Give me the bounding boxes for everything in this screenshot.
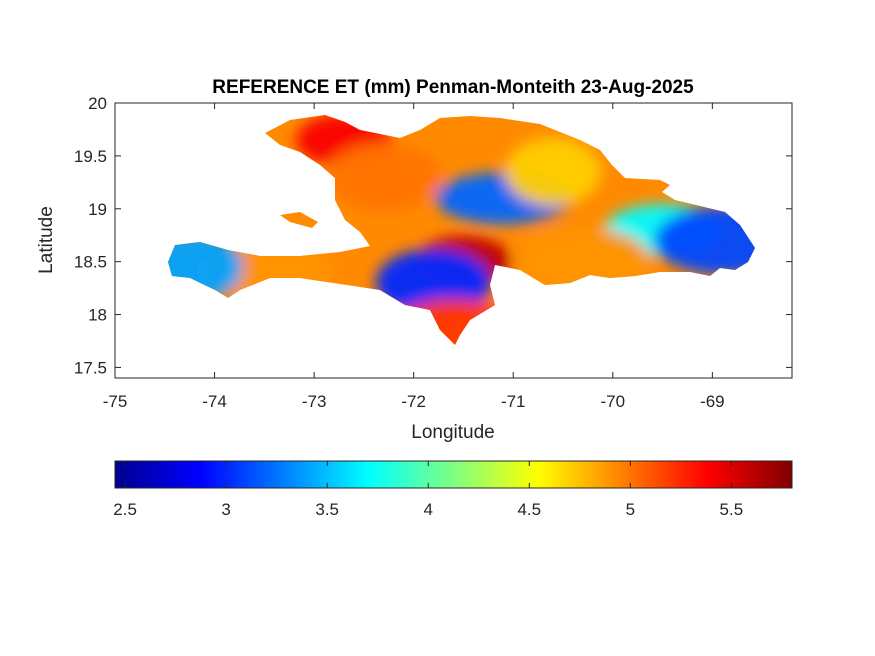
x-axis: -75 -74 -73 -72 -71 -70 -69 <box>103 103 725 411</box>
y-tick-label: 20 <box>88 94 107 113</box>
y-tick-label: 19.5 <box>74 147 107 166</box>
x-tick-label: -71 <box>501 392 526 411</box>
colorbar-tick-label: 4 <box>424 500 433 519</box>
region-layer <box>168 115 755 345</box>
axes-box <box>114 102 793 379</box>
colorbar <box>114 460 793 489</box>
x-tick-label: -69 <box>700 392 725 411</box>
colorbar-ticks: 2.5 3 3.5 4 4.5 5 5.5 <box>113 461 743 519</box>
x-tick-label: -75 <box>103 392 128 411</box>
heatmap-region <box>325 143 442 212</box>
heatmap-region <box>505 137 602 206</box>
x-tick-label: -72 <box>401 392 426 411</box>
y-tick-label: 19 <box>88 200 107 219</box>
y-tick-label: 18.5 <box>74 253 107 272</box>
colorbar-tick-label: 3 <box>221 500 230 519</box>
x-tick-label: -74 <box>202 392 227 411</box>
heatmap-region <box>654 206 755 275</box>
colorbar-tick-label: 5 <box>626 500 635 519</box>
x-tick-label: -73 <box>302 392 327 411</box>
chart-title: REFERENCE ET (mm) Penman-Monteith 23-Aug… <box>212 77 694 98</box>
colorbar-tick-label: 2.5 <box>113 500 137 519</box>
x-tick-label: -70 <box>601 392 626 411</box>
y-axis: 17.5 18 18.5 19 19.5 20 <box>74 94 792 377</box>
y-axis-label: Latitude <box>36 206 57 274</box>
x-axis-label: Longitude <box>411 422 494 443</box>
colorbar-tick-label: 4.5 <box>517 500 541 519</box>
y-tick-label: 18 <box>88 306 107 325</box>
colorbar-tick-label: 3.5 <box>315 500 339 519</box>
y-tick-label: 17.5 <box>74 358 107 377</box>
colorbar-tick-label: 5.5 <box>720 500 744 519</box>
